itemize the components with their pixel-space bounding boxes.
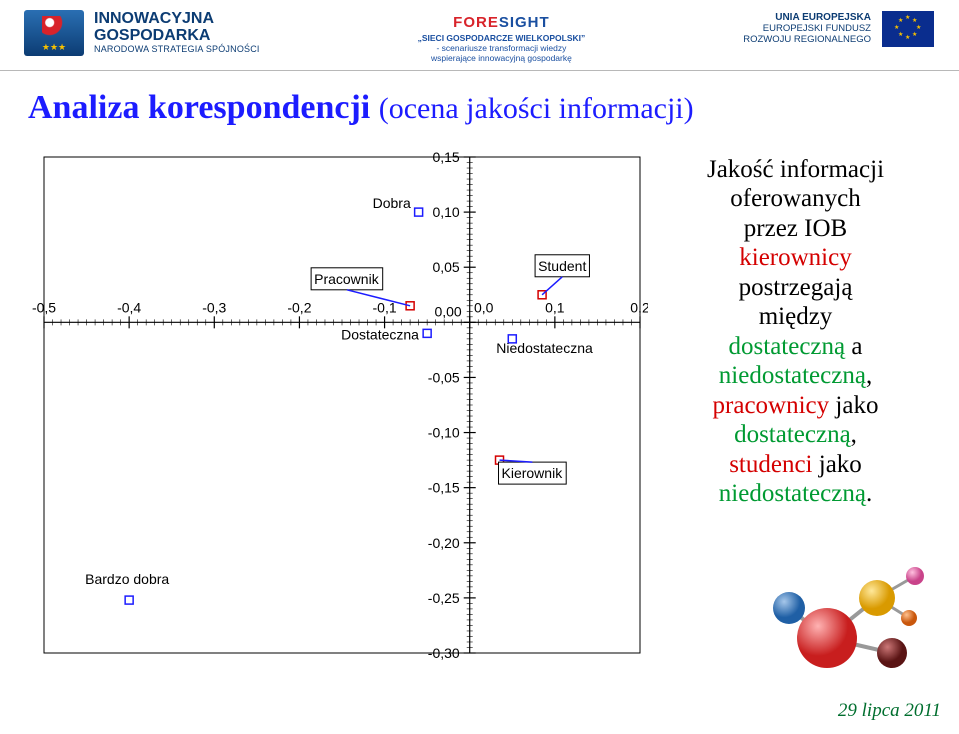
rt-l9a: pracownicy — [713, 392, 830, 419]
rt-l8a: niedostateczną — [719, 362, 866, 389]
eu-flag-icon: ★★ ★★ ★★ ★★ — [881, 10, 935, 48]
ig-sub: NARODOWA STRATEGIA SPÓJNOŚCI — [94, 45, 260, 54]
logo-eu: UNIA EUROPEJSKA EUROPEJSKI FUNDUSZ ROZWO… — [743, 10, 935, 48]
foresight-sub: „SIECI GOSPODARCZE WIELKOPOLSKI” - scena… — [418, 33, 586, 64]
foresight-sub3: wspierające innowacyjną gospodarkę — [431, 53, 572, 63]
rt-l10b: , — [851, 421, 857, 448]
svg-text:0,00: 0,00 — [434, 303, 461, 319]
svg-text:0,05: 0,05 — [432, 259, 459, 275]
svg-text:-0,25: -0,25 — [428, 589, 460, 605]
foresight-brand: FORESIGHT — [418, 14, 586, 31]
chart-container: -0,5-0,4-0,3-0,2-0,10,00,10,20,150,100,0… — [24, 147, 648, 667]
svg-text:0,2: 0,2 — [630, 299, 648, 315]
chart-point-bardzo_dobra — [125, 596, 133, 604]
correspondence-chart: -0,5-0,4-0,3-0,2-0,10,00,10,20,150,100,0… — [24, 147, 648, 667]
chart-label-student: Student — [538, 257, 586, 273]
chart-label-dobra: Dobra — [373, 195, 411, 211]
svg-text:-0,2: -0,2 — [287, 299, 311, 315]
rt-l12b: . — [866, 480, 872, 507]
rt-l10a: dostateczną — [734, 421, 851, 448]
logo-foresight: FORESIGHT „SIECI GOSPODARCZE WIELKOPOLSK… — [418, 10, 586, 64]
rt-l4: kierownicy — [739, 244, 851, 271]
svg-text:-0,4: -0,4 — [117, 299, 141, 315]
molecule-icon — [767, 538, 937, 688]
rt-l5: postrzegają — [739, 274, 853, 301]
eu-text: UNIA EUROPEJSKA EUROPEJSKI FUNDUSZ ROZWO… — [743, 12, 871, 45]
rt-l11a: studenci — [729, 451, 812, 478]
svg-text:-0,30: -0,30 — [428, 645, 460, 661]
slide-title: Analiza korespondencji (ocena jakości in… — [0, 81, 959, 139]
footer-date: 29 lipca 2011 — [838, 700, 941, 722]
rt-l7b: a — [845, 333, 862, 360]
foresight-sub2: - scenariusze transformacji wiedzy — [436, 43, 566, 53]
chart-label-bardzo_dobra: Bardzo dobra — [85, 571, 169, 587]
ig-logo-text: INNOWACYJNA GOSPODARKA NARODOWA STRATEGI… — [94, 11, 260, 54]
chart-label-pracownik: Pracownik — [314, 270, 380, 286]
rt-l12a: niedostateczną — [719, 480, 866, 507]
svg-text:-0,20: -0,20 — [428, 534, 460, 550]
svg-text:-0,5: -0,5 — [32, 299, 56, 315]
chart-label-dostateczna: Dostateczna — [341, 326, 419, 342]
title-paren: (ocena jakości informacji) — [379, 92, 694, 125]
header-bar: INNOWACYJNA GOSPODARKA NARODOWA STRATEGI… — [0, 0, 959, 70]
svg-text:0,1: 0,1 — [545, 299, 565, 315]
rt-l7a: dostateczną — [729, 333, 846, 360]
rt-l3: przez IOB — [744, 215, 847, 242]
svg-text:0,15: 0,15 — [432, 149, 459, 165]
rt-l1: Jakość informacji — [707, 156, 884, 183]
ig-logo-icon — [24, 10, 84, 56]
svg-text:0,0: 0,0 — [474, 299, 494, 315]
svg-text:-0,15: -0,15 — [428, 479, 460, 495]
svg-text:-0,05: -0,05 — [428, 369, 460, 385]
title-main: Analiza korespondencji — [28, 89, 370, 126]
logo-innowacyjna-gospodarka: INNOWACYJNA GOSPODARKA NARODOWA STRATEGI… — [24, 10, 260, 56]
chart-label-kierownik: Kierownik — [502, 465, 564, 481]
svg-text:0,10: 0,10 — [432, 204, 459, 220]
chart-point-dobra — [415, 208, 423, 216]
header-divider — [0, 70, 959, 71]
ig-line2: GOSPODARKA — [94, 27, 210, 44]
svg-text:-0,10: -0,10 — [428, 424, 460, 440]
foresight-sub1: „SIECI GOSPODARCZE WIELKOPOLSKI” — [418, 33, 586, 43]
rt-l2: oferowanych — [730, 185, 861, 212]
rt-l9b: jako — [829, 392, 878, 419]
rt-l8b: , — [866, 362, 872, 389]
chart-label-niedostateczna: Niedostateczna — [496, 339, 593, 355]
svg-text:-0,3: -0,3 — [202, 299, 226, 315]
rt-l6: między — [759, 303, 833, 330]
chart-point-dostateczna — [423, 329, 431, 337]
rt-l11b: jako — [813, 451, 862, 478]
interpretation-text: Jakość informacji oferowanych przez IOB … — [656, 155, 935, 509]
ig-line1: INNOWACYJNA — [94, 10, 214, 27]
eu-l3: ROZWOJU REGIONALNEGO — [743, 35, 871, 46]
